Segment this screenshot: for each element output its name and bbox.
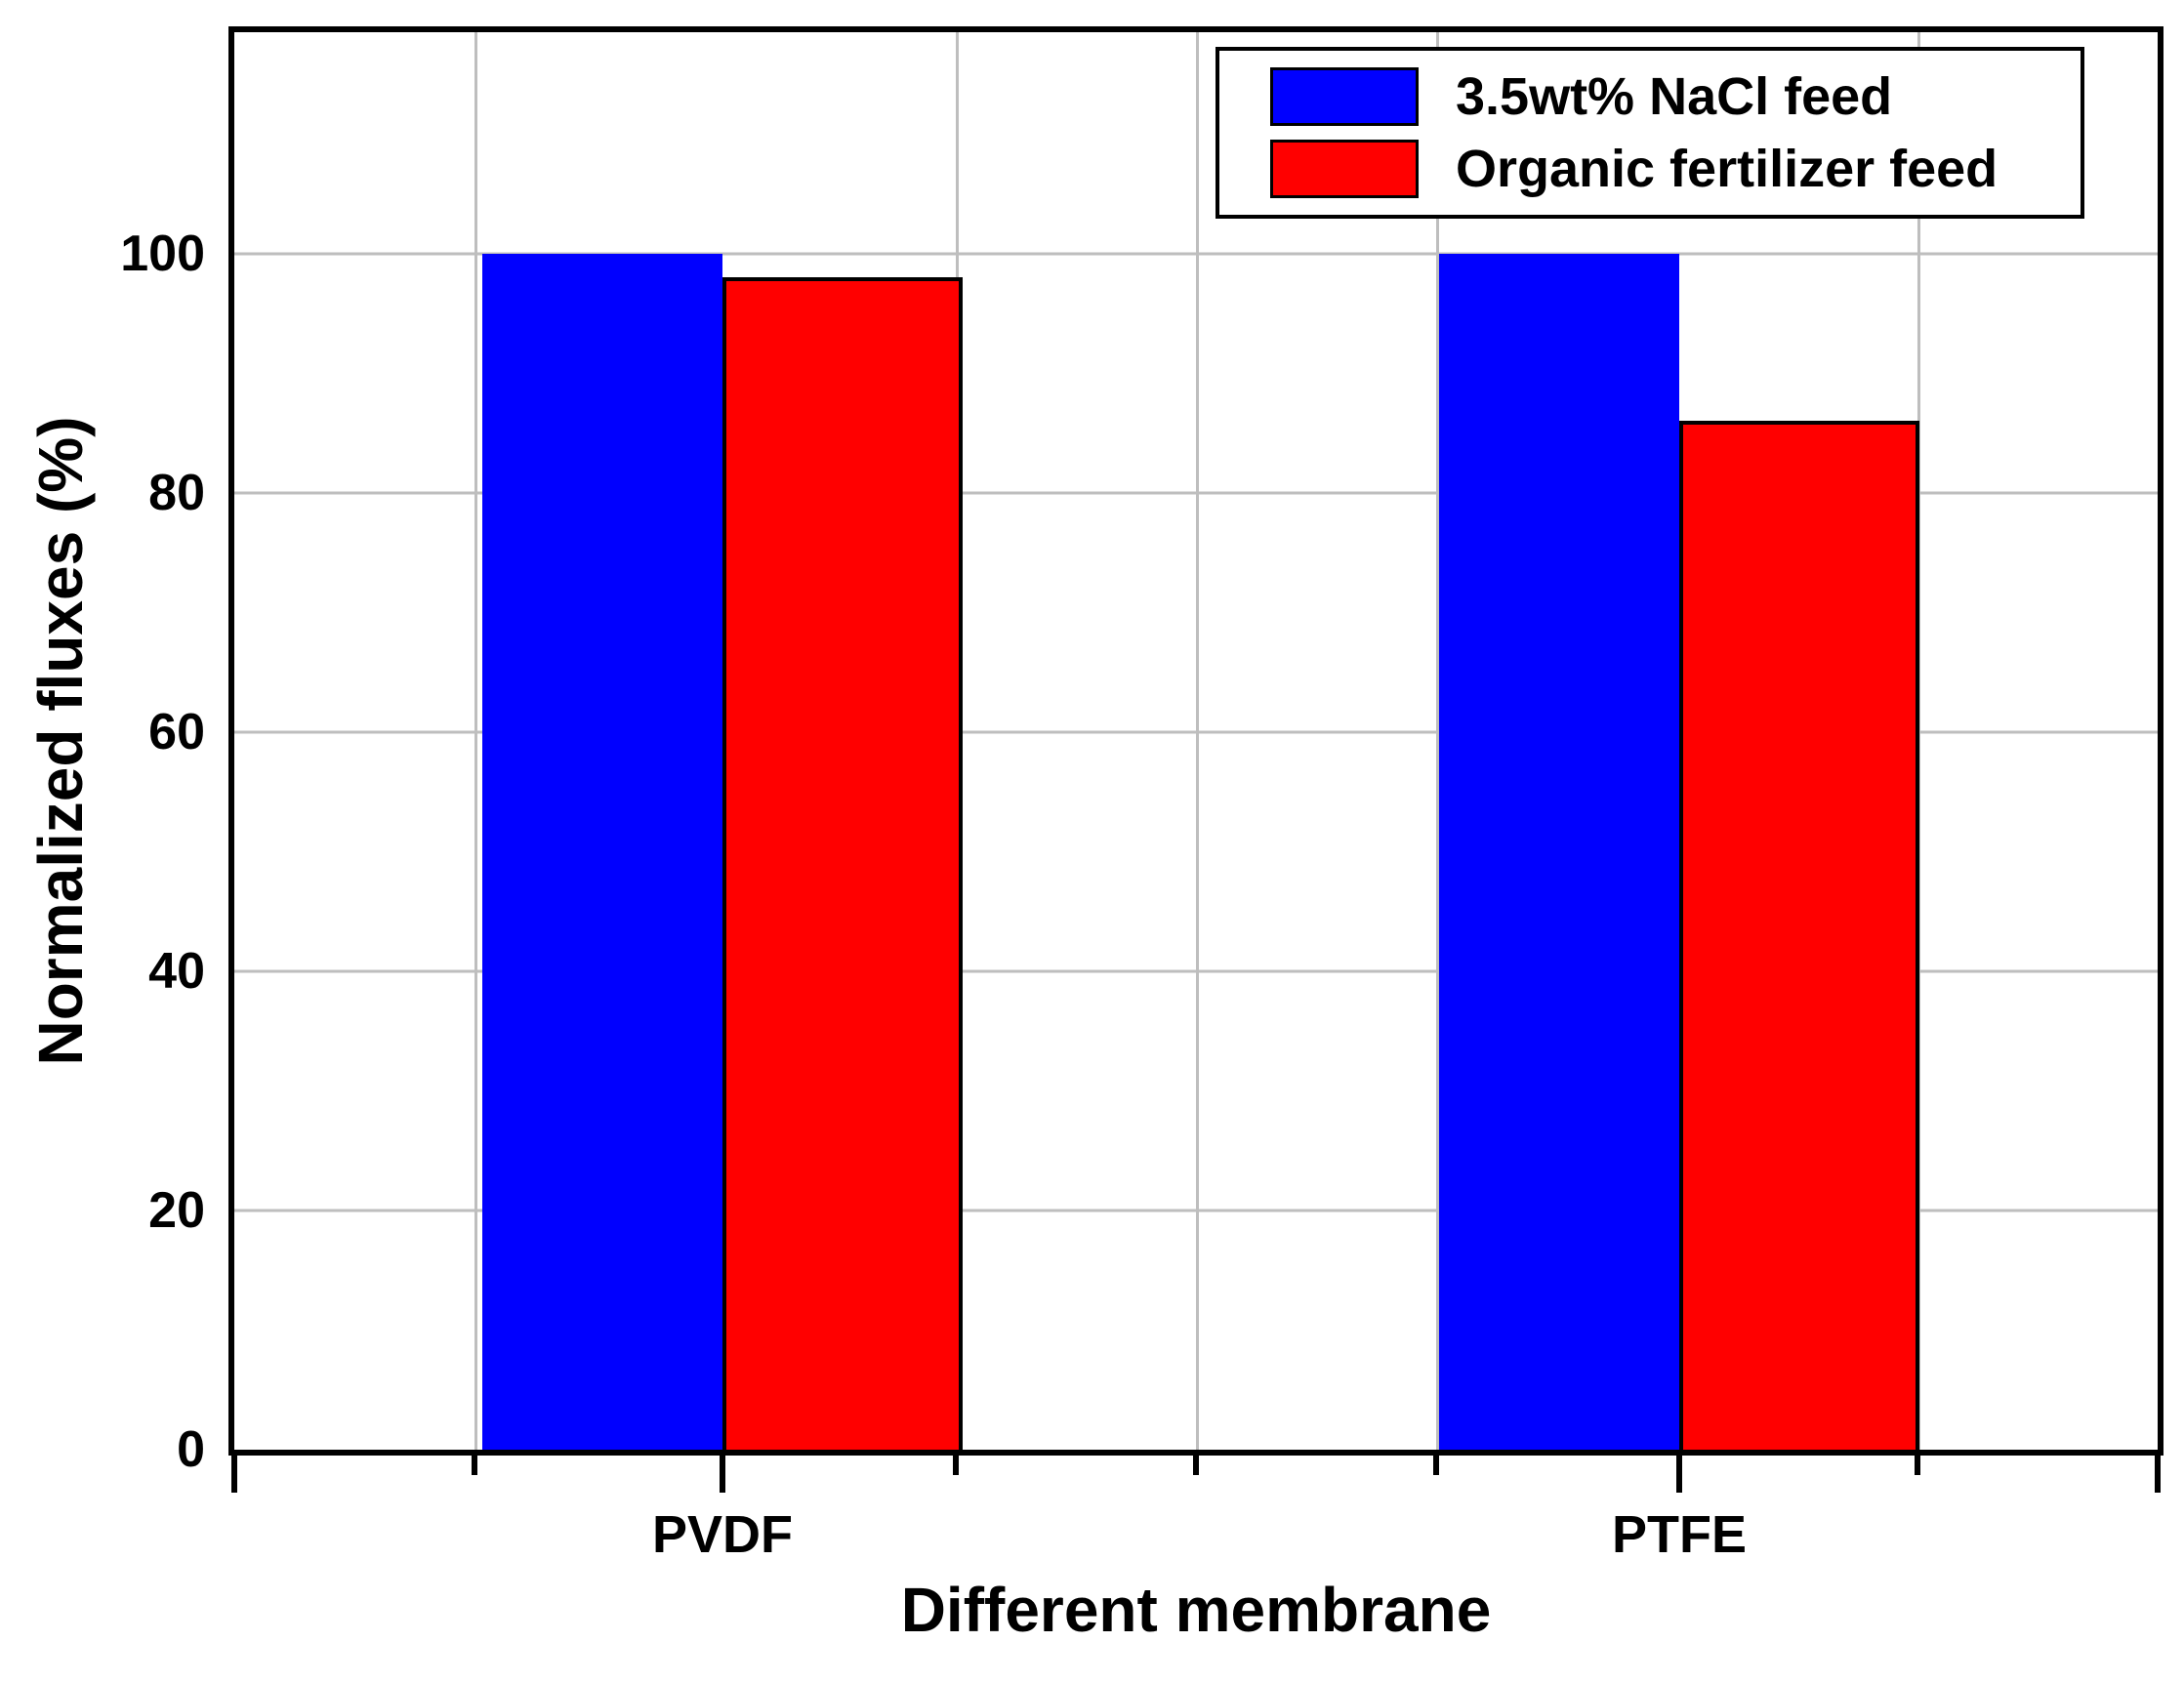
x-axis-minor-tick — [1433, 1450, 1439, 1475]
bar-pvdf-nacl-feed — [482, 253, 722, 1450]
x-tick-label-ptfe: PTFE — [1611, 1505, 1748, 1564]
y-tick-label-100: 100 — [120, 225, 205, 282]
plot-frame: 0 20 40 60 80 100 PVDF PTFE — [120, 26, 2163, 1564]
legend-swatch-red — [1270, 139, 1419, 198]
bar-pvdf-organic-fertilizer-feed — [722, 277, 963, 1450]
x-axis-end-tick — [2155, 1450, 2161, 1493]
x-axis-major-tick-ptfe — [1676, 1450, 1682, 1493]
x-axis-major-tick-pvdf — [720, 1450, 725, 1493]
y-tick-label-40: 40 — [148, 942, 205, 1000]
x-axis-minor-tick — [472, 1450, 477, 1475]
legend-label-organic-fertilizer-feed: Organic fertilizer feed — [1456, 139, 1999, 198]
x-axis-minor-tick — [1193, 1450, 1199, 1475]
x-axis-title: Different membrane — [900, 1575, 1492, 1645]
gridline-x — [1436, 32, 1439, 1450]
y-tick-label-20: 20 — [148, 1181, 205, 1239]
x-tick-label-pvdf: PVDF — [651, 1505, 794, 1564]
y-axis-title: Normalized fluxes (%) — [25, 416, 96, 1066]
legend-item-organic-fertilizer-feed: Organic fertilizer feed — [1219, 138, 2081, 200]
gridline-x — [1196, 32, 1199, 1450]
x-axis-minor-tick — [953, 1450, 959, 1475]
legend-swatch-blue — [1270, 67, 1419, 127]
legend-item-nacl-feed: 3.5wt% NaCl feed — [1219, 65, 2081, 128]
x-axis-end-tick — [231, 1450, 237, 1493]
legend: 3.5wt% NaCl feed Organic fertilizer feed — [1216, 47, 2084, 219]
y-tick-label-0: 0 — [177, 1421, 205, 1478]
bar-ptfe-organic-fertilizer-feed — [1679, 421, 1919, 1450]
y-tick-label-60: 60 — [148, 703, 205, 760]
y-tick-label-80: 80 — [148, 464, 205, 521]
gridline-x — [474, 32, 477, 1450]
legend-label-nacl-feed: 3.5wt% NaCl feed — [1456, 67, 1893, 127]
plot-area: 0 20 40 60 80 100 PVDF PTFE — [120, 32, 2161, 1564]
x-axis-minor-tick — [1915, 1450, 1920, 1475]
bar-ptfe-nacl-feed — [1439, 253, 1679, 1450]
